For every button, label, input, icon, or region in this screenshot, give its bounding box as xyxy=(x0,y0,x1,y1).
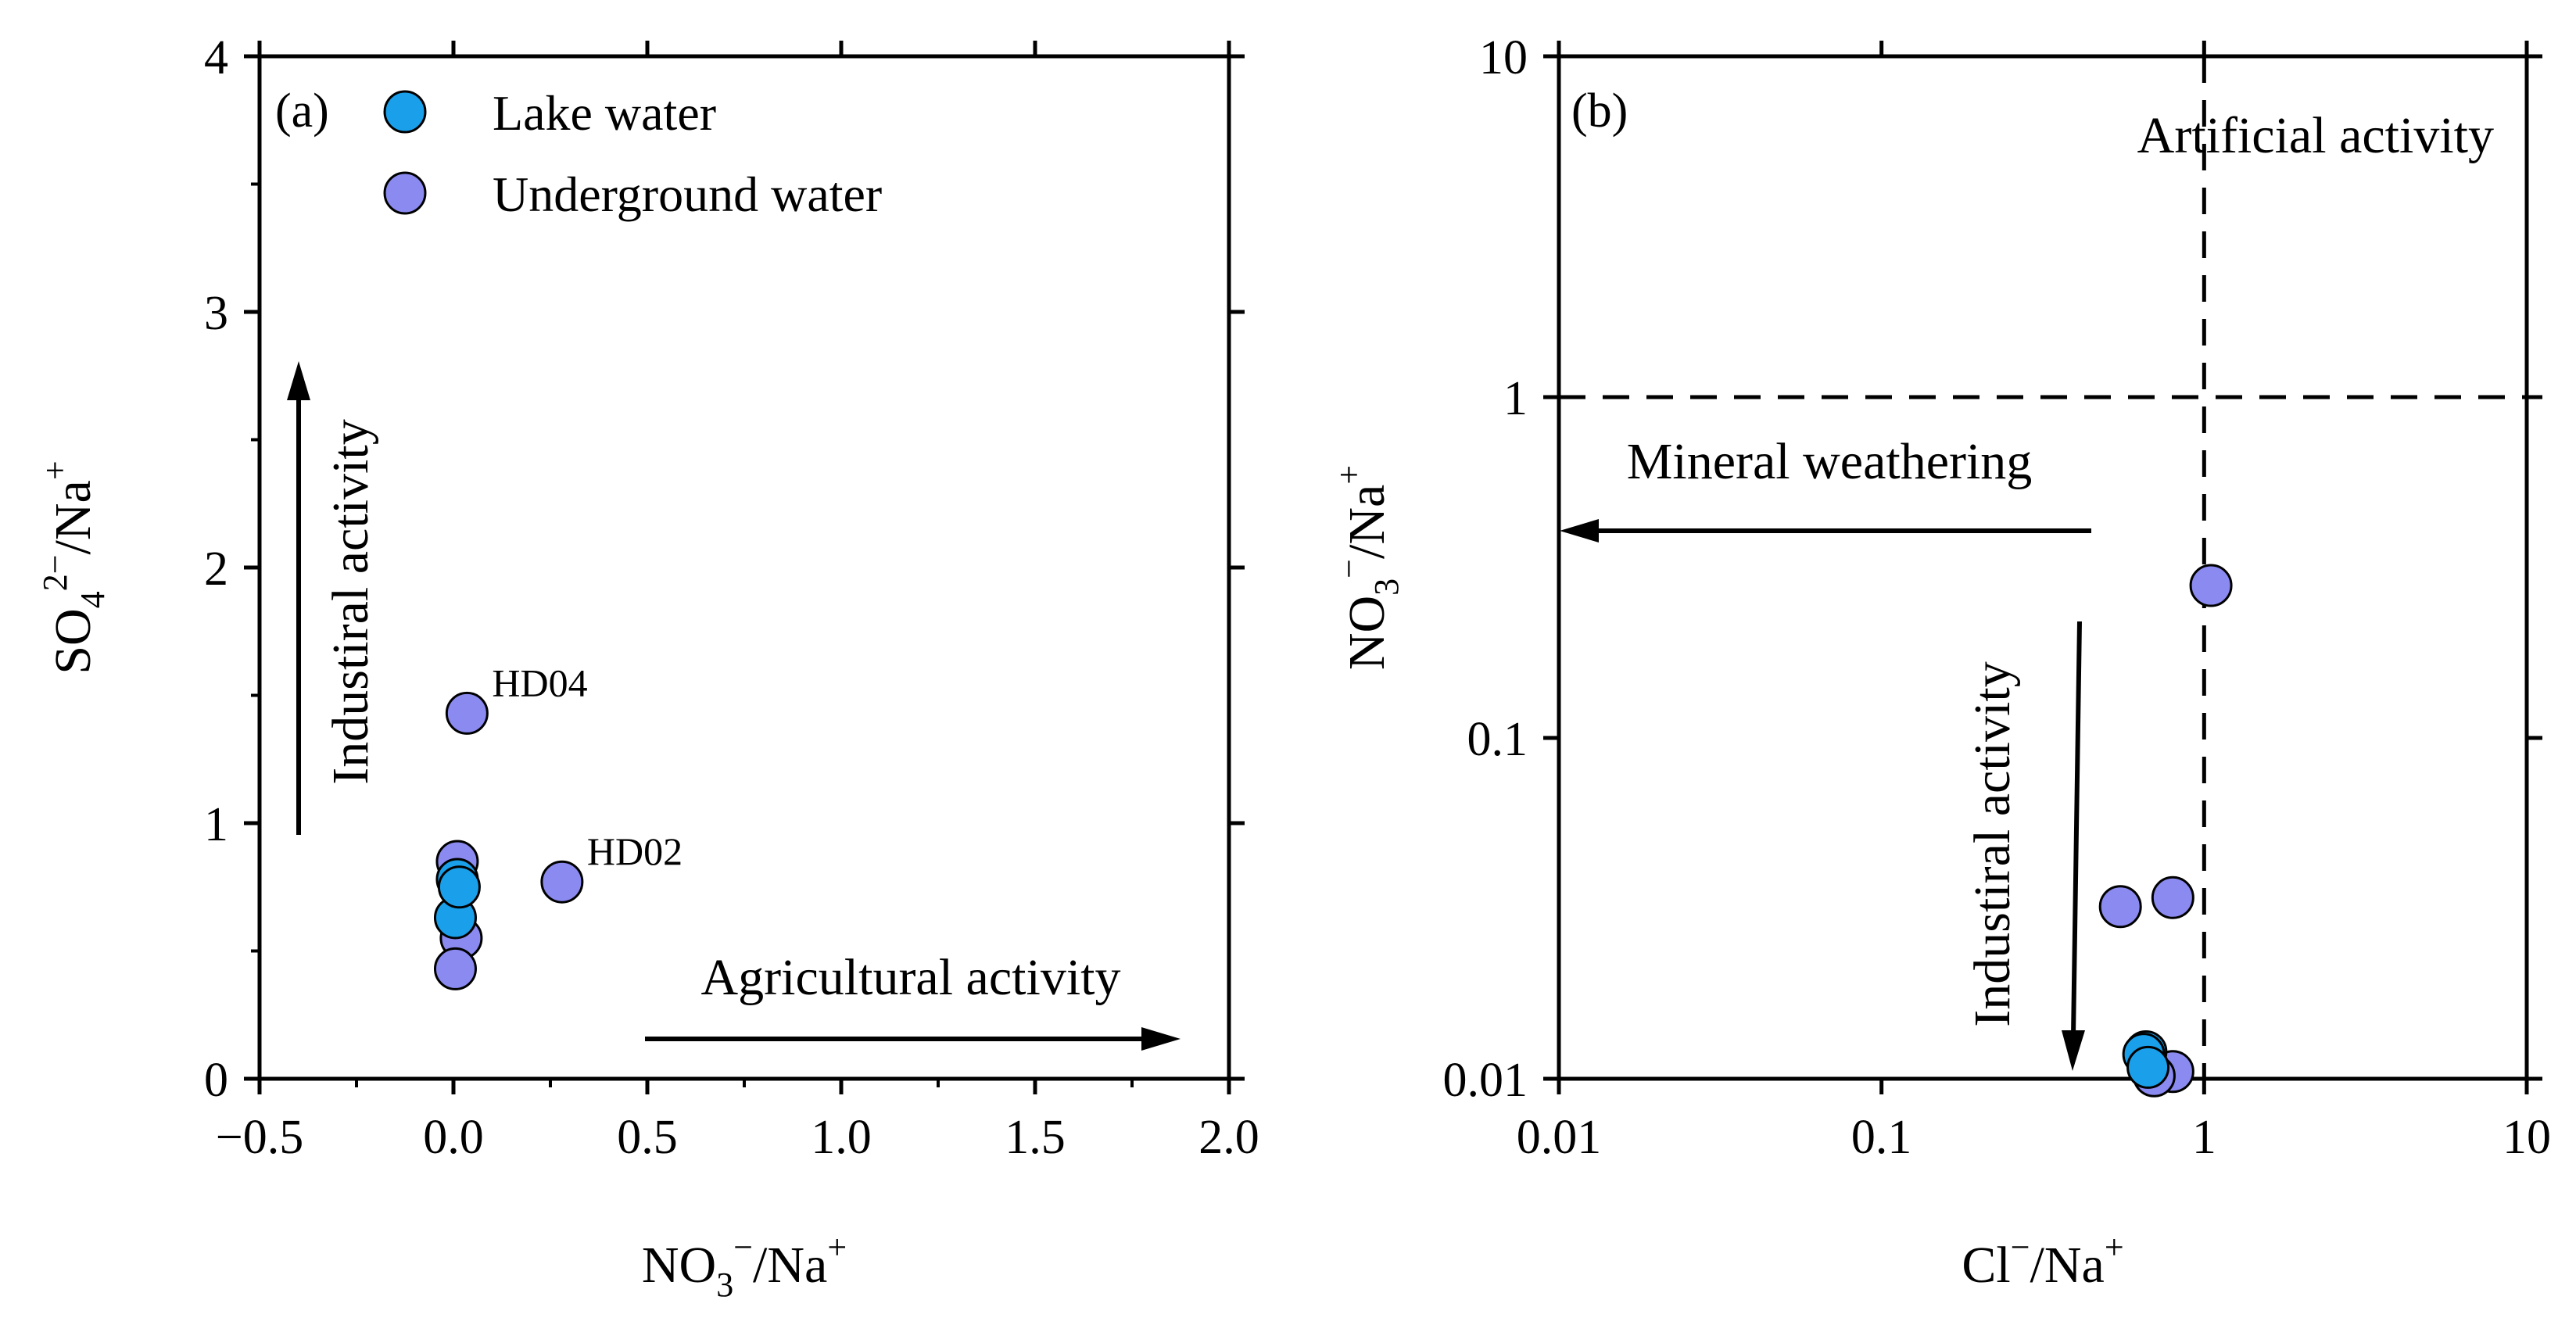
panel-b-point xyxy=(2189,564,2233,607)
panel-a-point xyxy=(433,947,477,990)
panel-b-artificial-label: Artificial activity xyxy=(2137,107,2494,164)
panel-b-x-tick-label: 0.1 xyxy=(1851,1111,1912,1164)
panel-b-x-tick-label: 10 xyxy=(2503,1111,2551,1164)
panel-b-point xyxy=(2151,876,2194,919)
panel-b-y-tick-label: 0.1 xyxy=(1467,713,1528,766)
panel-b-label: (b) xyxy=(1571,84,1628,138)
panel-b-y-ticks: 0.01 0.1 1 10 xyxy=(1443,31,2542,1107)
panel-b-mineral-arrowhead xyxy=(1560,519,1599,543)
panel-b-y-axis-label: NO3−/Na+ xyxy=(1330,465,1406,670)
panel-b-industrial-label: Industiral activity xyxy=(1964,661,2021,1026)
panel-b-mineral-label: Mineral weathering xyxy=(1627,433,2033,490)
panel-a-y-tick-label: 2 xyxy=(204,543,228,596)
panel-a-x-tick-label: 0.0 xyxy=(423,1111,484,1164)
panel-a-y-tick-label: 4 xyxy=(204,31,228,84)
panel-a-x-tick-label: 1.5 xyxy=(1005,1111,1066,1164)
panel-b-y-tick-label: 10 xyxy=(1479,31,1528,84)
panel-a-y-tick-label: 3 xyxy=(204,287,228,340)
panel-b-point xyxy=(2098,885,2142,929)
panel-a-industrial-arrowhead xyxy=(287,361,310,400)
panel-b-x-tick-label: 1 xyxy=(2192,1111,2216,1164)
panel-b-x-axis-label: Cl−/Na+ xyxy=(1962,1228,2123,1294)
panel-a-agricultural-arrowhead xyxy=(1141,1027,1181,1051)
panel-a-y-axis-label: SO42−/Na+ xyxy=(36,460,112,674)
panel-a-x-axis-label: NO3−/Na+ xyxy=(642,1228,847,1304)
legend-label-underground: Underground water xyxy=(493,167,882,222)
panel-b-y-tick-label: 1 xyxy=(1503,372,1528,425)
panel-a: −0.5 0.0 0.5 1.0 1.5 2.0 0 1 2 3 4 NO3−/Na+ SO42−… xyxy=(36,31,1259,1304)
panel-a-point xyxy=(445,691,489,735)
panel-b: 0.01 0.1 1 10 0.01 0.1 1 10 (b) Artificial act… xyxy=(1330,31,2551,1294)
panel-a-point-label: HD02 xyxy=(587,829,683,873)
panel-b-industrial-arrowhead xyxy=(2062,1030,2085,1071)
panel-a-x-ticks: −0.5 0.0 0.5 1.0 1.5 2.0 xyxy=(216,41,1259,1164)
panel-a-point xyxy=(540,860,584,904)
panel-a-x-tick-label: 1.0 xyxy=(811,1111,872,1164)
legend-marker-underground xyxy=(383,171,427,215)
panel-a-label: (a) xyxy=(275,84,329,138)
legend-label-lake: Lake water xyxy=(493,85,716,141)
panel-b-point xyxy=(2126,1045,2170,1089)
panel-a-point xyxy=(437,865,481,909)
panel-b-y-tick-label: 0.01 xyxy=(1443,1054,1528,1107)
panel-a-point-label: HD04 xyxy=(492,661,587,704)
panel-b-x-ticks: 0.01 0.1 1 10 xyxy=(1517,41,2551,1164)
panel-b-x-tick-label: 0.01 xyxy=(1517,1111,1602,1164)
legend: Lake water Underground water xyxy=(383,85,882,222)
legend-marker-lake xyxy=(383,90,427,134)
panel-a-y-ticks: 0 1 2 3 4 xyxy=(204,31,1245,1107)
panel-a-industrial-label: Industiral activity xyxy=(322,419,379,784)
panel-a-points: HD04 HD02 xyxy=(433,661,683,990)
panel-a-x-tick-label: −0.5 xyxy=(216,1111,303,1164)
panel-b-frame xyxy=(1557,54,2529,1081)
panel-a-agricultural-label: Agricultural activity xyxy=(701,949,1121,1006)
panel-a-x-tick-label: 2.0 xyxy=(1198,1111,1259,1164)
panel-a-x-tick-label: 0.5 xyxy=(617,1111,678,1164)
panel-b-points xyxy=(2098,564,2233,1098)
panel-a-y-tick-label: 1 xyxy=(204,798,228,851)
panel-b-industrial-arrow xyxy=(2071,621,2082,1037)
panel-a-y-tick-label: 0 xyxy=(204,1054,228,1107)
